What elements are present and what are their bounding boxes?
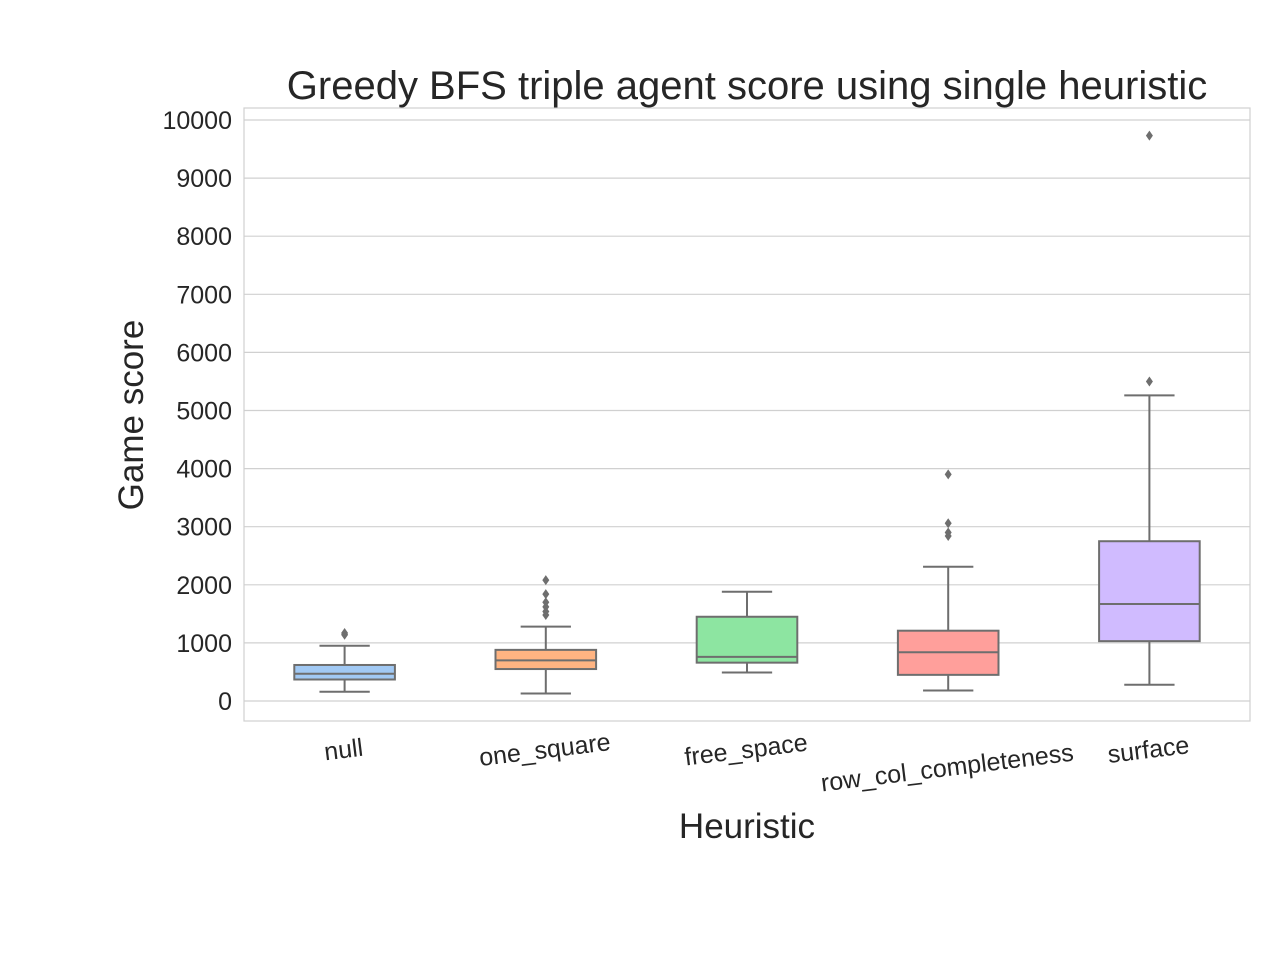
outlier-point bbox=[944, 527, 952, 538]
x-axis-label: Heuristic bbox=[679, 807, 815, 846]
outlier-point bbox=[1145, 130, 1153, 141]
iqr-box bbox=[293, 663, 396, 681]
y-tick-label: 5000 bbox=[176, 398, 232, 426]
y-tick-label: 4000 bbox=[176, 456, 232, 484]
plot-area-frame bbox=[243, 107, 1251, 722]
x-tick-label: free_space bbox=[683, 729, 809, 772]
box-free-space bbox=[695, 590, 799, 674]
outlier-point bbox=[944, 518, 952, 529]
chart-title: Greedy BFS triple agent score using sing… bbox=[287, 64, 1207, 108]
box-surface bbox=[1098, 130, 1201, 686]
iqr-box bbox=[695, 615, 799, 664]
outlier-point bbox=[542, 597, 550, 608]
outlier-point bbox=[341, 628, 349, 639]
outlier-point bbox=[542, 589, 550, 600]
outlier-point bbox=[944, 469, 952, 480]
y-tick-label: 1000 bbox=[176, 630, 232, 658]
y-tick-label: 9000 bbox=[176, 165, 232, 193]
x-tick-label: null bbox=[323, 734, 365, 767]
x-tick-labels: null one_square free_space row_col_complete… bbox=[323, 728, 1191, 797]
y-tick-label: 6000 bbox=[176, 339, 232, 367]
box-one-square bbox=[494, 575, 598, 695]
iqr-box bbox=[1098, 540, 1201, 643]
box-row-col-completeness bbox=[896, 469, 1000, 692]
grid-lines bbox=[244, 119, 1250, 702]
x-tick-label: surface bbox=[1106, 731, 1191, 769]
y-tick-label: 0 bbox=[218, 688, 232, 716]
y-axis-label: Game score bbox=[112, 320, 151, 511]
outlier-point bbox=[1145, 376, 1153, 387]
y-tick-label: 8000 bbox=[176, 223, 232, 251]
y-tick-label: 7000 bbox=[176, 281, 232, 309]
y-tick-label: 2000 bbox=[176, 572, 232, 600]
y-tick-label: 3000 bbox=[176, 514, 232, 542]
box-series bbox=[293, 130, 1201, 695]
x-tick-label: one_square bbox=[478, 728, 612, 772]
y-tick-labels: 0 1000 2000 3000 4000 5000 6000 7000 8000 9000 100… bbox=[162, 107, 232, 716]
y-tick-label: 10000 bbox=[162, 107, 232, 135]
box-null bbox=[293, 628, 396, 693]
outlier-point bbox=[542, 575, 550, 586]
x-tick-label: row_col_completeness bbox=[819, 739, 1075, 798]
